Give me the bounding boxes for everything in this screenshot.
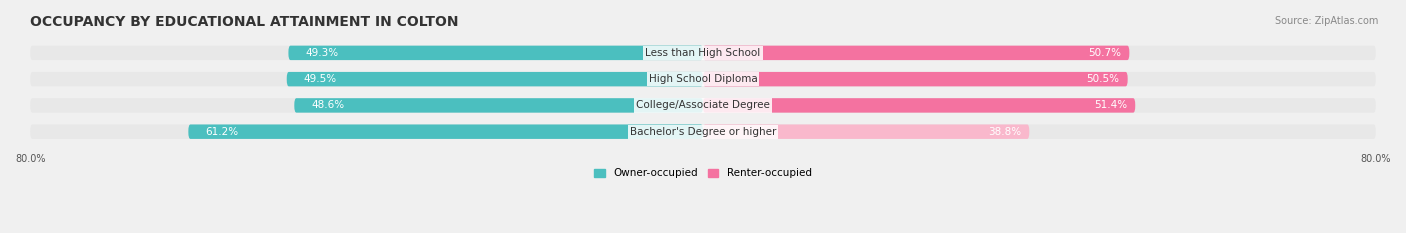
Text: 48.6%: 48.6% — [311, 100, 344, 110]
Text: Less than High School: Less than High School — [645, 48, 761, 58]
Legend: Owner-occupied, Renter-occupied: Owner-occupied, Renter-occupied — [591, 164, 815, 183]
Text: 38.8%: 38.8% — [988, 127, 1021, 137]
Text: 61.2%: 61.2% — [205, 127, 238, 137]
FancyBboxPatch shape — [31, 124, 1375, 139]
Text: High School Diploma: High School Diploma — [648, 74, 758, 84]
Text: 50.5%: 50.5% — [1087, 74, 1119, 84]
Text: Bachelor's Degree or higher: Bachelor's Degree or higher — [630, 127, 776, 137]
FancyBboxPatch shape — [287, 72, 703, 86]
FancyBboxPatch shape — [703, 98, 1135, 113]
Text: Source: ZipAtlas.com: Source: ZipAtlas.com — [1274, 16, 1378, 26]
Text: 50.7%: 50.7% — [1088, 48, 1121, 58]
FancyBboxPatch shape — [703, 124, 1029, 139]
Text: 51.4%: 51.4% — [1094, 100, 1126, 110]
FancyBboxPatch shape — [31, 72, 1375, 86]
FancyBboxPatch shape — [188, 124, 703, 139]
FancyBboxPatch shape — [703, 46, 1129, 60]
Text: College/Associate Degree: College/Associate Degree — [636, 100, 770, 110]
FancyBboxPatch shape — [288, 46, 703, 60]
FancyBboxPatch shape — [31, 46, 1375, 60]
Text: 49.3%: 49.3% — [305, 48, 339, 58]
Text: 49.5%: 49.5% — [304, 74, 336, 84]
FancyBboxPatch shape — [31, 98, 1375, 113]
FancyBboxPatch shape — [703, 72, 1128, 86]
FancyBboxPatch shape — [294, 98, 703, 113]
Text: OCCUPANCY BY EDUCATIONAL ATTAINMENT IN COLTON: OCCUPANCY BY EDUCATIONAL ATTAINMENT IN C… — [31, 15, 458, 29]
